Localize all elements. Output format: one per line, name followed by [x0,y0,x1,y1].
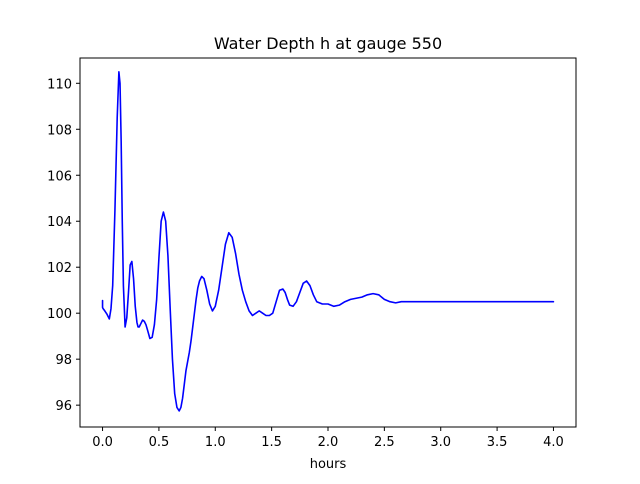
y-tick-label: 100 [47,307,72,322]
x-tick-label: 3.0 [430,435,451,450]
chart-title: Water Depth h at gauge 550 [214,34,442,53]
y-tick-label: 104 [47,215,72,230]
y-tick-label: 98 [55,353,72,368]
x-tick-label: 3.5 [487,435,508,450]
x-tick-label: 0.0 [92,435,113,450]
x-tick-label: 1.0 [205,435,226,450]
y-tick-label: 108 [47,123,72,138]
y-tick-label: 110 [47,77,72,92]
series-line [101,70,555,412]
x-tick-label: 1.5 [261,435,282,450]
plot-frame [79,57,577,428]
y-tick-label: 96 [55,399,72,414]
x-tick-label: 2.5 [374,435,395,450]
x-axis-label: hours [310,457,347,472]
axis-ticks: 0.0 0.5 1.0 1.5 2.0 2.5 3.0 3.5 4.0 96 98 100 102 104… [47,77,564,450]
series-layer [101,70,555,412]
y-tick-label: 106 [47,169,72,184]
x-tick-label: 0.5 [149,435,170,450]
y-tick-label: 102 [47,261,72,276]
x-tick-label: 2.0 [318,435,339,450]
x-tick-label: 4.0 [543,435,564,450]
